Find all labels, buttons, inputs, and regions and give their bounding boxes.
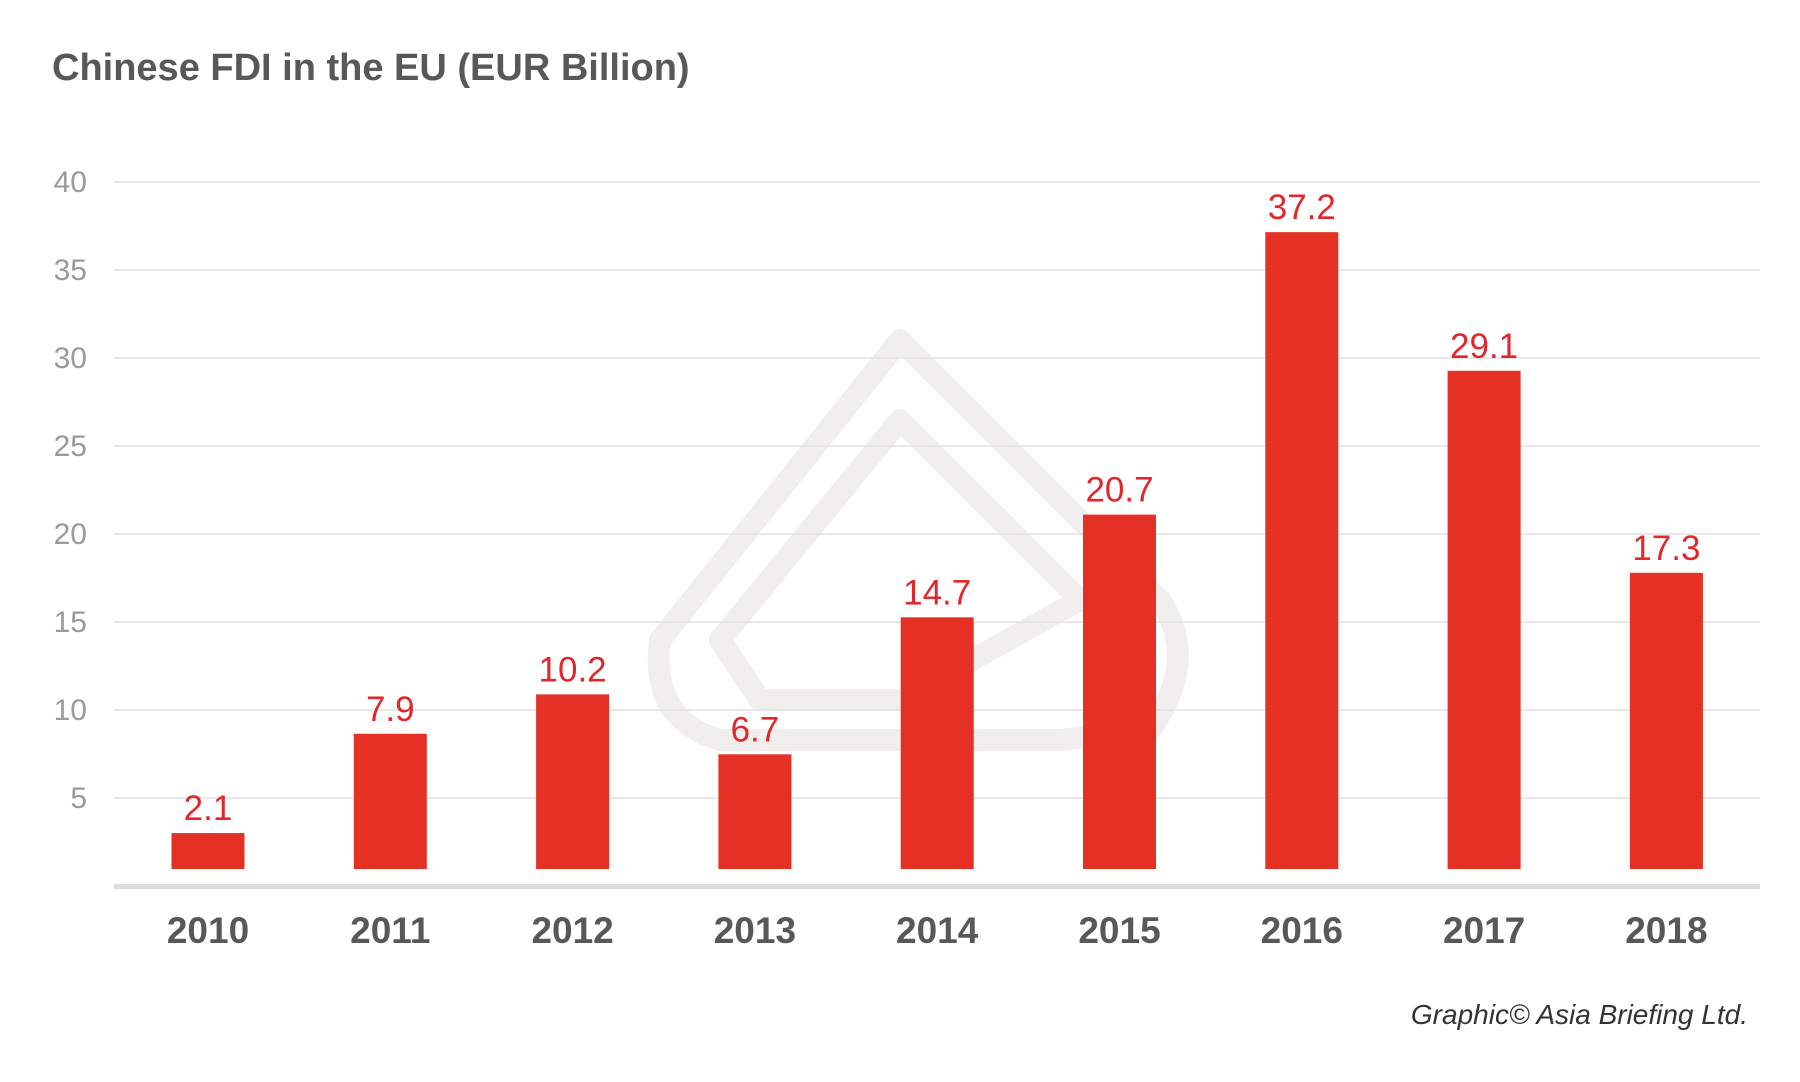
value-label: 14.7 <box>903 573 971 612</box>
value-label: 29.1 <box>1450 327 1518 366</box>
x-tick-label: 2017 <box>1443 910 1525 951</box>
bar-2015 <box>1083 514 1156 869</box>
value-label: 37.2 <box>1268 188 1336 227</box>
chart-title: Chinese FDI in the EU (EUR Billion) <box>52 47 690 89</box>
value-label: 6.7 <box>731 710 780 749</box>
y-tick-label: 40 <box>54 166 87 199</box>
x-tick-label: 2014 <box>896 910 979 951</box>
x-tick-label: 2010 <box>167 910 249 951</box>
bar-2011 <box>353 733 427 869</box>
value-label: 2.1 <box>184 789 233 828</box>
x-axis-line <box>114 884 1760 889</box>
x-tick-label: 2015 <box>1078 910 1160 951</box>
value-label: 7.9 <box>366 690 415 729</box>
value-label: 17.3 <box>1632 529 1700 568</box>
y-tick-label: 20 <box>54 518 87 551</box>
bar-2010 <box>171 833 245 869</box>
y-tick-label: 15 <box>54 606 87 639</box>
value-label: 10.2 <box>539 650 607 689</box>
y-tick-label: 35 <box>54 254 87 287</box>
bar-2013 <box>718 754 792 869</box>
bars: 2.1 7.9 10.2 6.7 14.7 20.7 37.2 29.1 17.3 <box>171 188 1703 870</box>
x-tick-label: 2016 <box>1261 910 1343 951</box>
bar-2017 <box>1447 370 1521 869</box>
value-label: 20.7 <box>1085 471 1153 510</box>
y-tick-label: 25 <box>54 430 87 463</box>
x-tick-label: 2013 <box>714 910 796 951</box>
y-axis-ticks: 5 10 15 20 25 30 35 40 <box>54 166 87 815</box>
y-tick-label: 5 <box>70 782 87 815</box>
x-tick-label: 2012 <box>531 910 613 951</box>
y-tick-label: 30 <box>54 342 87 375</box>
credit-text: Graphic© Asia Briefing Ltd. <box>1411 999 1748 1030</box>
x-tick-label: 2011 <box>350 910 430 951</box>
bar-2018 <box>1629 572 1703 869</box>
x-tick-label: 2018 <box>1625 910 1707 951</box>
y-tick-label: 10 <box>54 694 87 727</box>
x-axis-ticks: 2010 2011 2012 2013 2014 2015 2016 2017 2018 <box>167 910 1708 951</box>
bar-2012 <box>536 694 610 869</box>
bar-2016 <box>1265 232 1339 870</box>
bar-2014 <box>900 617 974 869</box>
